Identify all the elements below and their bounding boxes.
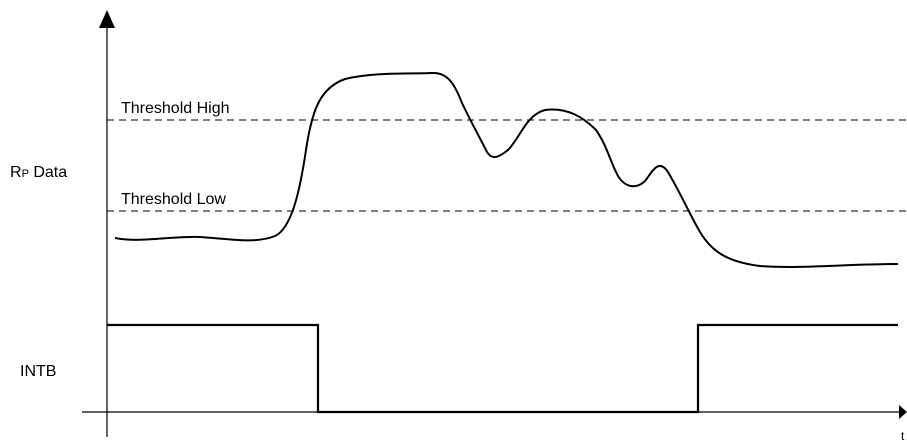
rp-data-label-main: R <box>10 164 22 181</box>
rp-data-label: RP Data <box>10 164 67 181</box>
time-axis-label: t <box>901 429 905 440</box>
rp-data-label-subscript: P <box>22 168 29 180</box>
time-axis-arrowhead <box>899 405 907 419</box>
rp-data-label-rest: Data <box>29 164 67 181</box>
threshold-low-label: Threshold Low <box>121 191 226 208</box>
intb-waveform <box>107 323 898 414</box>
intb-label: INTB <box>20 363 56 380</box>
rp-data-waveform <box>114 71 899 268</box>
threshold-high-label: Threshold High <box>121 100 230 117</box>
vertical-axis-arrowhead <box>99 10 115 28</box>
